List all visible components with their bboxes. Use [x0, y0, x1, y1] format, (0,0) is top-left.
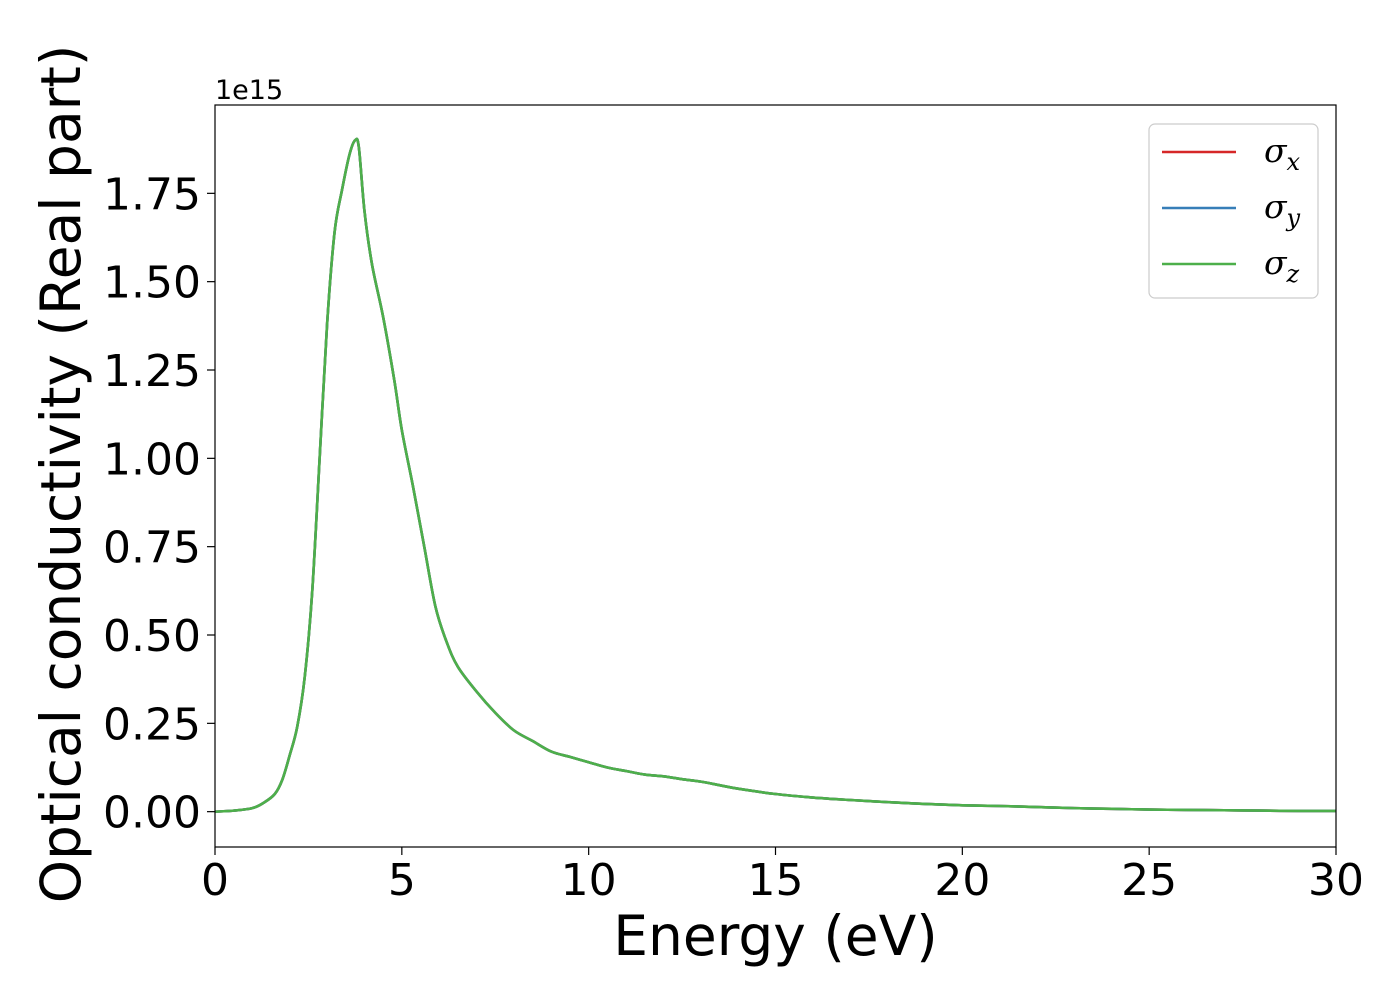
x-tick-label: 25: [1121, 855, 1177, 906]
y-tick-label: 0.75: [103, 523, 201, 574]
legend-label-symbol: σ: [1264, 187, 1288, 226]
legend-box: [1148, 123, 1319, 299]
x-tick-label: 15: [748, 855, 804, 906]
x-tick-label: 30: [1308, 855, 1364, 906]
y-tick-label: 1.00: [103, 434, 201, 485]
y-tick-label: 1.50: [103, 258, 201, 309]
legend-label-y: σy: [1264, 187, 1301, 232]
y-tick-label: 0.25: [103, 699, 201, 750]
x-tick-label: 0: [201, 855, 229, 906]
x-tick-label: 10: [561, 855, 617, 906]
legend-label-subscript: z: [1286, 260, 1300, 288]
y-tick-label: 1.25: [103, 346, 201, 397]
y-tick-label: 0.50: [103, 611, 201, 662]
y-axis: 0.00 0.25 0.50 0.75 1.00 1.25 1.50 1.75: [103, 169, 215, 839]
legend-label-x: σx: [1264, 131, 1301, 176]
legend-label-z: σz: [1264, 243, 1300, 288]
series-layer: [214, 137, 1337, 813]
legend-label-subscript: x: [1287, 148, 1301, 176]
series-line-z: [214, 137, 1337, 813]
y-offset-label: 1e15: [215, 75, 283, 106]
y-tick-label: 1.75: [103, 169, 201, 220]
legend-label-symbol: σ: [1264, 243, 1288, 282]
x-tick-label: 20: [934, 855, 990, 906]
y-tick-label: 0.00: [103, 788, 201, 839]
x-tick-label: 5: [388, 855, 416, 906]
x-axis: 0 5 10 15 20 25 30: [201, 847, 1364, 906]
x-axis-title: Energy (eV): [613, 904, 937, 968]
legend-label-subscript: y: [1286, 204, 1301, 232]
legend-label-symbol: σ: [1264, 131, 1288, 170]
y-axis-title: Optical conductivity (Real part): [29, 45, 93, 904]
